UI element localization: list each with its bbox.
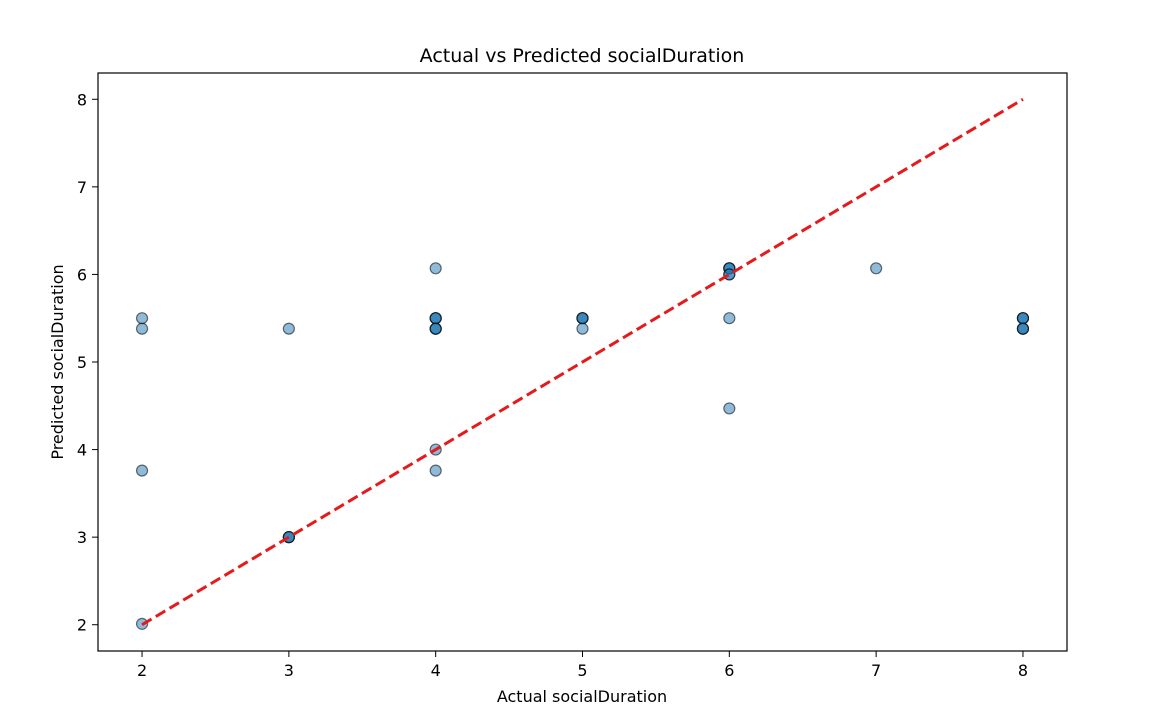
x-axis: 2 3 4 5 6 7 8 xyxy=(137,651,1028,680)
data-point xyxy=(870,262,883,275)
x-tick-label: 8 xyxy=(1018,661,1028,680)
y-tick-label: 2 xyxy=(77,616,87,635)
data-point xyxy=(135,464,149,477)
data-point xyxy=(282,322,295,335)
data-point xyxy=(723,312,736,325)
x-tick-label: 3 xyxy=(284,661,294,680)
y-tick-label: 4 xyxy=(77,441,87,460)
reference-line xyxy=(141,97,1024,627)
y-tick-label: 5 xyxy=(77,353,87,372)
x-axis-label: Actual socialDuration xyxy=(497,687,667,706)
y-tick-label: 6 xyxy=(77,265,87,284)
y-tick-label: 8 xyxy=(77,90,87,109)
chart-title: Actual vs Predicted socialDuration xyxy=(420,45,745,67)
x-tick-label: 7 xyxy=(871,661,881,680)
data-point xyxy=(723,402,736,415)
x-tick-label: 4 xyxy=(431,661,441,680)
data-point xyxy=(576,312,589,325)
x-tick-label: 6 xyxy=(724,661,734,680)
data-point xyxy=(1016,322,1030,335)
data-point xyxy=(429,464,442,477)
data-point xyxy=(135,312,149,325)
x-tick-label: 5 xyxy=(577,661,587,680)
data-point xyxy=(1016,312,1030,325)
data-point xyxy=(429,322,442,335)
x-tick-label: 2 xyxy=(137,661,147,680)
data-point xyxy=(429,312,442,325)
plot-area xyxy=(135,97,1030,630)
y-tick-label: 3 xyxy=(77,528,87,547)
y-axis: 2 3 4 5 6 7 8 xyxy=(77,90,98,635)
y-axis-label: Predicted socialDuration xyxy=(48,264,67,459)
data-point xyxy=(429,262,442,275)
data-point xyxy=(576,322,589,335)
y-tick-label: 7 xyxy=(77,178,87,197)
data-point xyxy=(135,322,149,335)
